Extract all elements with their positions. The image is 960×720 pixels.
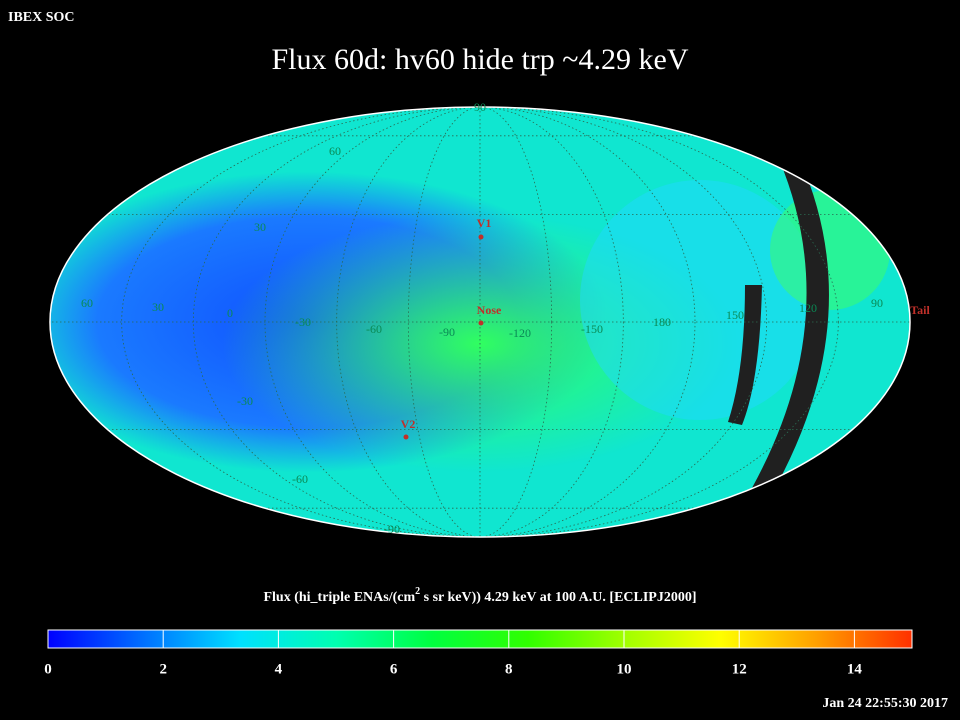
meridian [121, 107, 839, 537]
marker-label: Nose [477, 303, 502, 317]
marker-label: V2 [401, 417, 416, 431]
lon-label: 60 [81, 296, 93, 310]
lon-label: -30 [295, 315, 311, 329]
label-part: Flux (hi_triple ENAs/(cm [263, 590, 415, 605]
longitude-labels: 60 30 0 -30 -60 -90 -120 -150 180 150 12… [81, 296, 883, 340]
lon-label: -120 [509, 326, 531, 340]
lon-label: 180 [653, 315, 671, 329]
colorbar-ticks: 0 2 4 6 8 10 12 14 [44, 630, 862, 677]
lat-label: 90 [474, 100, 486, 114]
corner-label: IBEX SOC [8, 10, 75, 25]
latitude-labels: 90 60 30 -30 -60 -90 [237, 100, 486, 536]
marker-dot [403, 434, 409, 440]
markers: V1 Nose V2 Tail [401, 216, 930, 440]
lon-label: -60 [366, 322, 382, 336]
marker-label: Tail [910, 303, 930, 317]
lat-label: 60 [329, 144, 341, 158]
title: Flux 60d: hv60 hide trp ~4.29 keV [271, 43, 688, 76]
meridian [192, 107, 768, 537]
lon-label: 90 [871, 296, 883, 310]
marker-dot [478, 234, 484, 240]
colorbar-tick-label: 10 [617, 661, 632, 677]
meridian [407, 107, 553, 537]
lon-label: -90 [439, 325, 455, 339]
colorbar-tick-label: 2 [159, 661, 167, 677]
meridian [264, 107, 696, 537]
lat-label: -90 [384, 522, 400, 536]
lon-label: -150 [581, 322, 603, 336]
marker-label: V1 [477, 216, 492, 230]
lat-label: 30 [254, 220, 266, 234]
colorbar-label: Flux (hi_triple ENAs/(cm2 s sr keV)) 4.2… [263, 586, 696, 605]
lat-label: -60 [292, 472, 308, 486]
lon-label: 0 [227, 306, 233, 320]
colorbar-tick-label: 0 [44, 661, 52, 677]
colorbar-tick-label: 14 [847, 661, 863, 677]
marker-dot [478, 320, 484, 326]
colorbar-tick-label: 6 [390, 661, 398, 677]
lon-label: 30 [152, 300, 164, 314]
lat-label: -30 [237, 394, 253, 408]
colorbar [47, 629, 913, 649]
lon-label: 120 [799, 301, 817, 315]
colorbar-tick-label: 4 [275, 661, 283, 677]
lon-label: 150 [726, 308, 744, 322]
colorbar-tick-label: 12 [732, 661, 747, 677]
map-outline [49, 106, 911, 538]
timestamp: Jan 24 22:55:30 2017 [822, 696, 948, 711]
colorbar-tick-label: 8 [505, 661, 513, 677]
label-superscript: 2 [415, 586, 420, 597]
label-part: s sr keV)) 4.29 keV at 100 A.U. [ECLIPJ2… [420, 590, 696, 605]
